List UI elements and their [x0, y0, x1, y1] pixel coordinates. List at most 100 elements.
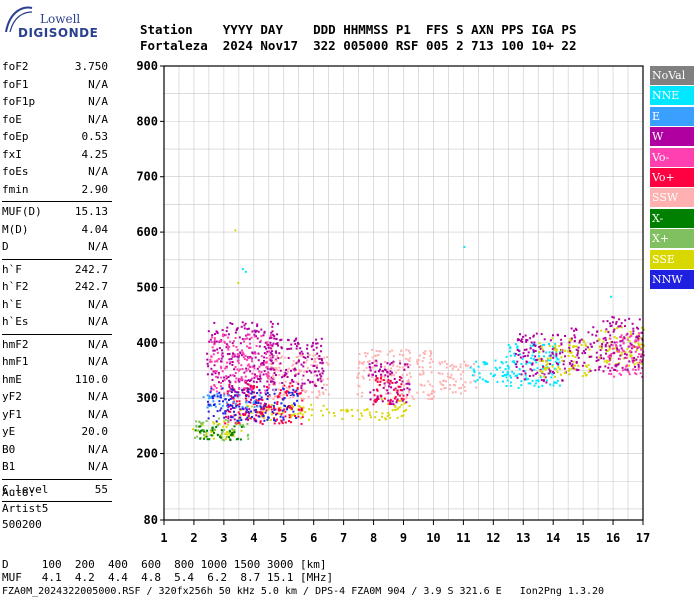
data-point	[583, 340, 586, 343]
data-point	[629, 350, 632, 353]
data-point	[227, 406, 230, 409]
data-point	[203, 430, 205, 433]
data-point	[549, 370, 552, 373]
data-point	[449, 384, 451, 387]
data-point	[625, 353, 628, 356]
data-point	[539, 374, 542, 377]
data-point	[252, 380, 255, 383]
data-point	[246, 434, 249, 437]
data-point	[213, 321, 216, 324]
data-point	[397, 407, 400, 410]
data-point	[295, 373, 297, 376]
data-point	[229, 419, 232, 422]
data-point	[608, 348, 611, 351]
data-point	[246, 358, 249, 361]
data-point	[253, 405, 256, 408]
data-point	[390, 367, 392, 370]
data-point	[316, 396, 319, 399]
data-point	[231, 406, 234, 409]
data-point	[239, 368, 242, 371]
data-point	[394, 396, 397, 399]
data-point	[223, 439, 226, 442]
data-point	[610, 353, 613, 355]
data-point	[242, 387, 245, 390]
data-point	[227, 404, 230, 407]
data-point	[233, 431, 236, 434]
data-point	[216, 393, 219, 396]
data-point	[465, 365, 468, 368]
data-point	[361, 375, 364, 378]
data-point	[288, 385, 291, 388]
data-point	[241, 321, 244, 324]
data-point	[259, 402, 262, 405]
data-point	[554, 344, 557, 347]
data-point	[388, 350, 391, 353]
data-point	[249, 355, 252, 358]
data-point	[447, 372, 449, 375]
data-point	[254, 420, 257, 423]
data-point	[381, 412, 384, 415]
data-point	[569, 362, 571, 365]
data-point	[568, 344, 571, 347]
data-point	[427, 397, 430, 400]
data-point	[232, 401, 235, 404]
data-point	[606, 341, 609, 344]
data-point	[543, 344, 546, 346]
data-point	[253, 335, 256, 338]
data-point	[464, 389, 467, 392]
data-point	[617, 325, 620, 328]
data-point	[512, 360, 515, 363]
data-point	[209, 391, 212, 394]
data-point	[320, 350, 322, 353]
data-point	[284, 421, 287, 424]
data-point	[586, 346, 589, 349]
data-point	[606, 320, 609, 323]
data-point	[602, 320, 605, 323]
data-point	[232, 435, 235, 437]
data-point	[263, 404, 266, 407]
data-point	[379, 380, 382, 383]
data-point	[211, 429, 214, 432]
data-point	[226, 353, 229, 356]
data-point	[276, 401, 279, 404]
data-point	[459, 363, 462, 366]
data-point	[408, 391, 411, 394]
data-point	[396, 389, 399, 392]
data-point	[288, 406, 291, 409]
data-point	[547, 366, 550, 369]
data-point	[242, 408, 245, 411]
data-point	[315, 366, 318, 369]
data-point	[229, 408, 232, 410]
data-point	[298, 359, 300, 362]
data-point	[300, 363, 303, 366]
data-point	[392, 360, 395, 363]
data-point	[322, 378, 324, 381]
data-point	[208, 438, 211, 441]
data-point	[534, 355, 537, 358]
data-point	[227, 376, 230, 378]
data-point	[637, 344, 640, 347]
legend-item: E	[650, 106, 694, 126]
data-point	[283, 404, 286, 407]
data-point	[224, 422, 227, 425]
param-row: h`F 242.7	[2, 263, 112, 281]
data-point	[421, 366, 424, 369]
data-point	[591, 333, 594, 336]
data-point	[372, 373, 374, 376]
data-point	[250, 385, 253, 388]
data-point	[551, 365, 554, 368]
data-point	[391, 349, 394, 352]
data-point	[394, 387, 397, 390]
data-point	[624, 368, 627, 371]
data-point	[408, 405, 411, 407]
data-point	[241, 407, 244, 410]
data-point	[248, 412, 251, 415]
data-point	[231, 385, 234, 387]
data-point	[539, 345, 542, 348]
data-point	[381, 379, 384, 381]
data-point	[255, 329, 258, 332]
param-value: 2.90	[81, 182, 109, 196]
data-point	[374, 379, 377, 382]
data-point	[225, 377, 228, 380]
data-point	[210, 434, 213, 437]
